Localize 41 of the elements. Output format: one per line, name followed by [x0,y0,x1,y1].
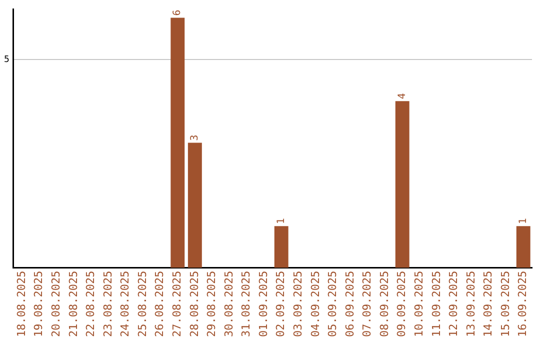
x-tick-label: 13.09.2025 [464,270,478,338]
y-tick-label: 5 [4,54,10,65]
x-tick-label: 25.08.2025 [136,270,149,338]
x-tick-label: 29.08.2025 [205,270,218,338]
x-tick-label: 02.09.2025 [274,270,288,338]
data-label: 3 [190,134,201,141]
x-tick-label: 16.09.2025 [516,270,530,338]
x-tick-label: 09.09.2025 [395,270,408,338]
x-tick-label: 03.09.2025 [292,270,304,338]
x-tick-label: 28.08.2025 [188,270,201,338]
data-label: 4 [396,93,408,100]
x-tick-label: 27.08.2025 [170,270,184,338]
x-tick-label: 26.08.2025 [153,270,166,338]
bar [395,101,410,268]
x-tick-label: 20.08.2025 [49,270,62,338]
x-tick-label: 04.09.2025 [308,270,322,338]
bar [274,226,288,268]
data-label: 6 [172,10,184,16]
x-tick-label: 14.09.2025 [482,270,495,338]
bar [188,142,202,268]
x-tick-label: 11.09.2025 [430,270,443,338]
bar [170,18,185,268]
x-tick-label: 01.09.2025 [256,270,270,338]
x-tick-label: 15.09.2025 [498,270,512,338]
x-tick-label: 10.09.2025 [412,270,426,338]
x-tick-label: 31.08.2025 [240,270,253,338]
x-tick-label: 23.08.2025 [101,270,114,338]
x-tick-label: 22.08.2025 [84,270,98,338]
x-tick-label: 12.09.2025 [447,270,460,338]
data-label: 1 [276,218,287,224]
x-tick-label: 05.09.2025 [326,270,340,338]
x-tick-label: 19.08.2025 [32,270,46,338]
x-tick-label: 08.09.2025 [378,270,391,338]
x-tick-label: 18.08.2025 [14,270,28,338]
x-tick-label: 21.08.2025 [66,270,80,338]
data-label: 1 [518,218,529,224]
x-tick-label: 07.09.2025 [360,270,374,338]
x-tick-label: 24.08.2025 [118,270,132,338]
x-tick-label: 06.09.2025 [343,270,356,338]
bar [516,226,530,268]
x-tick-label: 30.08.2025 [222,270,236,338]
